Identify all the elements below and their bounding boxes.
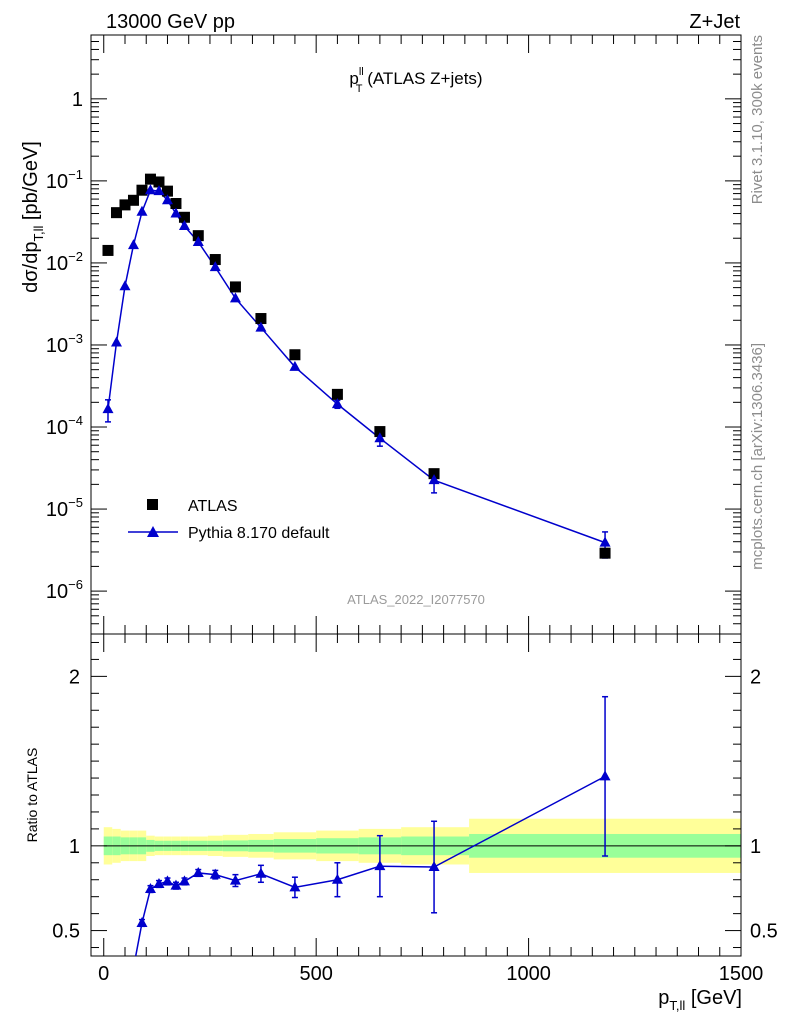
main-y-tick-label: 10−6 <box>46 577 83 603</box>
pythia-data-point <box>599 536 611 547</box>
ratio-pythia-point <box>128 962 139 972</box>
main-y-tick-label: 10−1 <box>46 167 83 193</box>
pythia-data-point <box>136 205 148 216</box>
main-plot-frame <box>90 34 742 635</box>
ratio-pythia-point <box>229 874 241 885</box>
atlas-data-point <box>153 176 165 188</box>
ratio-y-tick-label-right: 0.5 <box>750 921 778 943</box>
x-tick-label: 1500 <box>719 963 764 985</box>
atlas-data-point <box>374 426 386 438</box>
pythia-data-point <box>331 398 343 409</box>
main-y-tick-label: 10−4 <box>46 413 83 439</box>
ratio-y-tick-label-right: 2 <box>750 666 761 688</box>
atlas-data-point <box>192 230 204 242</box>
pythia-data-point <box>127 239 139 250</box>
atlas-data-point <box>428 468 440 480</box>
atlas-data-point <box>178 211 190 223</box>
main-y-axis-label: dσ/dpT,ll [pb/GeV] <box>20 141 46 293</box>
process-label: Z+Jet <box>689 11 740 33</box>
ratio-pythia-point <box>428 861 440 872</box>
ratio-pythia-point <box>161 875 173 886</box>
ratio-pythia-point <box>374 860 386 871</box>
pythia-data-point <box>255 321 267 332</box>
legend-marker-atlas <box>147 499 158 510</box>
ratio-pythia-point <box>599 770 611 781</box>
ratio-pythia-point <box>111 1005 122 1015</box>
ratio-pythia-point <box>102 1007 113 1017</box>
atlas-data-point <box>110 207 122 219</box>
x-axis-label: pT,ll [GeV] <box>658 987 742 1013</box>
pythia-data-point <box>289 360 301 371</box>
ratio-pythia-point <box>331 873 343 884</box>
pythia-data-point <box>110 336 122 347</box>
legend-label-pythia: Pythia 8.170 default <box>188 525 330 542</box>
atlas-data-point <box>599 547 611 559</box>
pythia-data-point <box>161 194 173 205</box>
pythia-data-point <box>170 207 182 218</box>
ratio-pythia-point <box>192 866 204 877</box>
mcplots-label: mcplots.cern.ch [arXiv:1306.3436] <box>749 343 766 570</box>
main-y-tick-label: 1 <box>72 89 83 111</box>
atlas-data-point <box>144 173 156 185</box>
ratio-y-axis-label: Ratio to ATLAS <box>24 748 40 843</box>
ratio-y-tick-label: 1 <box>69 836 80 858</box>
atlas-data-point <box>119 199 131 211</box>
ratio-pythia-point <box>170 879 182 890</box>
ratio-pythia-point <box>153 877 165 888</box>
atlas-data-point <box>170 198 182 210</box>
legend-label-atlas: ATLAS <box>188 498 238 515</box>
ratio-pythia-point <box>289 881 301 892</box>
pythia-data-point <box>192 235 204 246</box>
main-y-tick-label: 10−3 <box>46 331 83 357</box>
atlas-data-point <box>102 244 114 256</box>
ratio-pythia-point <box>119 992 130 1002</box>
ratio-y-tick-label: 0.5 <box>52 921 80 943</box>
energy-label: 13000 GeV pp <box>106 11 235 33</box>
pythia-line <box>107 189 606 544</box>
pythia-data-point <box>229 292 241 303</box>
pythia-data-point <box>209 261 221 272</box>
main-title: pll T (ATLAS Z+jets) <box>349 66 482 95</box>
x-tick-label: 500 <box>299 963 332 985</box>
ratio-y-tick-label-right: 1 <box>750 836 761 858</box>
pythia-data-point <box>428 474 440 485</box>
main-y-tick-label: 10−5 <box>46 495 83 521</box>
ratio-panel: 0.5 0.5 1 1 2 2 0 500 1000 1500 Ratio to ATLAS pT… <box>24 633 778 1017</box>
rivet-label: Rivet 3.1.10, 300k events <box>749 35 766 204</box>
pythia-data-point <box>119 280 131 291</box>
main-y-tick-label: 10−2 <box>46 249 83 275</box>
ratio-clipped-group <box>102 695 611 1017</box>
pythia-data-point <box>144 184 156 195</box>
atlas-data-point <box>136 184 148 196</box>
atlas-data-point <box>289 349 301 361</box>
x-tick-label: 1000 <box>506 963 551 985</box>
legend: ATLAS Pythia 8.170 default <box>128 498 330 542</box>
pythia-data-point <box>374 432 386 443</box>
ratio-pythia-point <box>255 867 267 878</box>
atlas-data-point <box>229 281 241 293</box>
ratio-pythia-point <box>178 875 190 886</box>
ratio-pythia-point <box>144 883 156 894</box>
atlas-data-point <box>127 194 139 206</box>
pythia-data-point <box>153 185 165 196</box>
atlas-data-point <box>331 388 343 400</box>
pythia-data-point <box>102 403 114 414</box>
atlas-data-point <box>255 313 267 325</box>
ratio-pythia-point <box>136 916 148 927</box>
analysis-watermark: ATLAS_2022_I2077570 <box>347 592 485 607</box>
atlas-data-point <box>209 254 221 266</box>
main-panel: 10−6 10−5 10−4 10−3 10−2 10−1 1 pll T (ATLAS Z+… <box>20 34 742 635</box>
x-tick-label: 0 <box>98 963 109 985</box>
ratio-plot-frame <box>90 633 742 957</box>
ratio-pythia-point <box>209 868 221 879</box>
legend-marker-pythia <box>147 526 159 537</box>
ratio-y-tick-label: 2 <box>69 666 80 688</box>
atlas-data-point <box>161 185 173 197</box>
pythia-data-point <box>178 219 190 230</box>
